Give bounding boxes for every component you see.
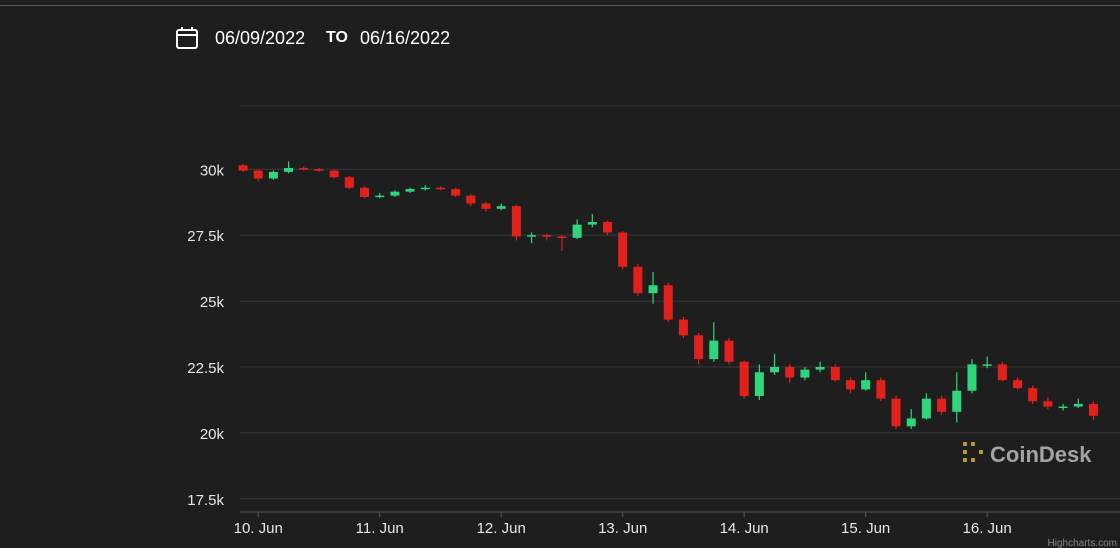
y-tick-label: 22.5k bbox=[187, 360, 224, 377]
x-tick-label: 14. Jun bbox=[720, 520, 769, 537]
candle-body bbox=[405, 189, 415, 192]
candle-body bbox=[299, 167, 309, 170]
candle-body bbox=[511, 206, 521, 237]
candle-body bbox=[360, 187, 370, 197]
x-tick-label: 12. Jun bbox=[477, 520, 526, 537]
candle-body bbox=[709, 340, 719, 360]
candle-body bbox=[329, 170, 339, 178]
candle-body bbox=[678, 319, 688, 336]
watermark: CoinDesk bbox=[990, 442, 1092, 467]
y-tick-label: 30k bbox=[200, 162, 225, 179]
candle-body bbox=[1043, 401, 1053, 407]
candle-body bbox=[466, 195, 476, 204]
candle-body bbox=[997, 364, 1007, 381]
x-tick-label: 13. Jun bbox=[598, 520, 647, 537]
x-tick-label: 16. Jun bbox=[963, 520, 1012, 537]
candle-body bbox=[937, 398, 947, 412]
x-tick-label: 15. Jun bbox=[841, 520, 890, 537]
to-date-input[interactable]: 06/16/2022 bbox=[360, 28, 451, 48]
top-border bbox=[0, 5, 1120, 6]
candle-body bbox=[845, 380, 855, 390]
candle-body bbox=[952, 390, 962, 412]
calendar-icon[interactable] bbox=[175, 26, 199, 50]
candle-body bbox=[253, 170, 263, 179]
y-tick-label: 20k bbox=[200, 426, 225, 443]
candle-body bbox=[390, 191, 400, 196]
candle-body bbox=[420, 187, 430, 190]
candle-body bbox=[572, 224, 582, 238]
candle-body bbox=[481, 203, 491, 209]
candle-body bbox=[284, 167, 294, 172]
candle-body bbox=[785, 367, 795, 378]
candle-body bbox=[739, 361, 749, 396]
candle-body bbox=[1058, 406, 1068, 409]
candle-body bbox=[451, 189, 461, 196]
y-tick-label: 17.5k bbox=[187, 492, 224, 509]
candle-body bbox=[344, 177, 354, 188]
candle-body bbox=[770, 367, 780, 373]
candle-body bbox=[1013, 380, 1023, 389]
candle-body bbox=[238, 165, 248, 171]
watermark-logo bbox=[963, 442, 983, 462]
candle-body bbox=[800, 369, 810, 378]
to-label: TO bbox=[326, 29, 348, 46]
candle-body bbox=[906, 418, 916, 427]
candle-body bbox=[830, 367, 840, 381]
candle-body bbox=[754, 372, 764, 396]
candle-body bbox=[314, 169, 324, 171]
candle-body bbox=[527, 235, 537, 237]
candle-body bbox=[1028, 388, 1038, 402]
candle-body bbox=[587, 222, 597, 225]
candle-body bbox=[648, 285, 658, 294]
y-tick-label: 27.5k bbox=[187, 228, 224, 245]
candle-body bbox=[633, 266, 643, 294]
candle-body bbox=[1088, 403, 1098, 416]
candle-body bbox=[1073, 403, 1083, 407]
candle-body bbox=[603, 222, 613, 233]
candle-body bbox=[921, 398, 931, 419]
candle-body bbox=[618, 232, 628, 267]
x-tick-label: 11. Jun bbox=[356, 520, 404, 537]
candle-body bbox=[724, 340, 734, 362]
candle-body bbox=[982, 364, 992, 366]
from-date-input[interactable]: 06/09/2022 bbox=[215, 28, 306, 48]
candle-body bbox=[815, 367, 825, 370]
candle-body bbox=[694, 335, 704, 360]
candle-body bbox=[967, 364, 977, 391]
candle-body bbox=[557, 236, 567, 238]
candle-body bbox=[435, 187, 445, 190]
candle-body bbox=[663, 285, 673, 320]
candle-body bbox=[542, 235, 552, 237]
candle-body bbox=[375, 195, 385, 198]
candle-body bbox=[891, 398, 901, 427]
x-tick-label: 10. Jun bbox=[234, 520, 283, 537]
credit[interactable]: Highcharts.com bbox=[1048, 538, 1117, 548]
candle-body bbox=[861, 380, 871, 390]
candle-body bbox=[496, 206, 506, 209]
y-tick-label: 25k bbox=[200, 294, 225, 311]
candle-body bbox=[268, 171, 278, 179]
candle-body bbox=[876, 380, 886, 399]
